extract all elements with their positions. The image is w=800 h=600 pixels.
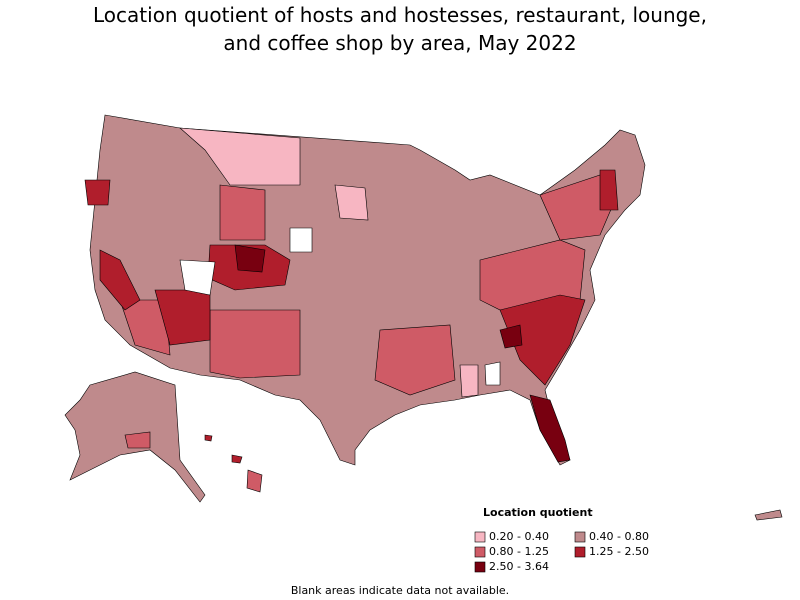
title-line: Location quotient of hosts and hostesses… <box>93 3 707 27</box>
hawaii-island <box>246 469 263 493</box>
hawaii-island <box>231 454 243 464</box>
region <box>499 324 523 349</box>
region <box>84 179 111 206</box>
region <box>119 299 171 356</box>
title-line: and coffee shop by area, May 2022 <box>223 31 576 55</box>
legend-label: 1.25 - 2.50 <box>589 545 649 558</box>
region <box>599 169 619 211</box>
legend-swatch <box>474 531 486 543</box>
legend-label: 0.40 - 0.80 <box>589 530 649 543</box>
blank-area <box>289 227 313 253</box>
legend: Location quotient 0.20 - 0.40 0.40 - 0.80… <box>474 506 649 573</box>
legend-swatch <box>574 546 586 558</box>
hawaii <box>204 434 263 493</box>
legend-label: 0.80 - 1.25 <box>489 545 549 558</box>
legend-swatch <box>574 531 586 543</box>
us-map <box>84 114 646 466</box>
region <box>219 184 266 241</box>
region <box>209 309 301 379</box>
alaska <box>64 371 206 503</box>
hawaii-island <box>204 434 213 442</box>
legend-title: Location quotient <box>483 506 593 519</box>
blank-area <box>484 361 501 386</box>
region <box>334 184 369 221</box>
region <box>124 431 151 449</box>
legend-swatch <box>474 561 486 573</box>
legend-label: 0.20 - 0.40 <box>489 530 549 543</box>
region <box>179 127 301 186</box>
region <box>374 324 456 396</box>
legend-label: 2.50 - 3.64 <box>489 560 549 573</box>
region <box>99 249 141 311</box>
region <box>459 364 479 398</box>
region <box>499 294 586 386</box>
puerto-rico <box>754 509 783 521</box>
region <box>529 394 571 463</box>
blank-area <box>179 259 216 296</box>
footnote: Blank areas indicate data not available. <box>291 584 509 597</box>
legend-items: 0.20 - 0.40 0.40 - 0.80 0.80 - 1.25 1.25 - … <box>474 530 649 573</box>
region <box>234 244 266 273</box>
region <box>539 174 616 241</box>
legend-swatch <box>474 546 486 558</box>
